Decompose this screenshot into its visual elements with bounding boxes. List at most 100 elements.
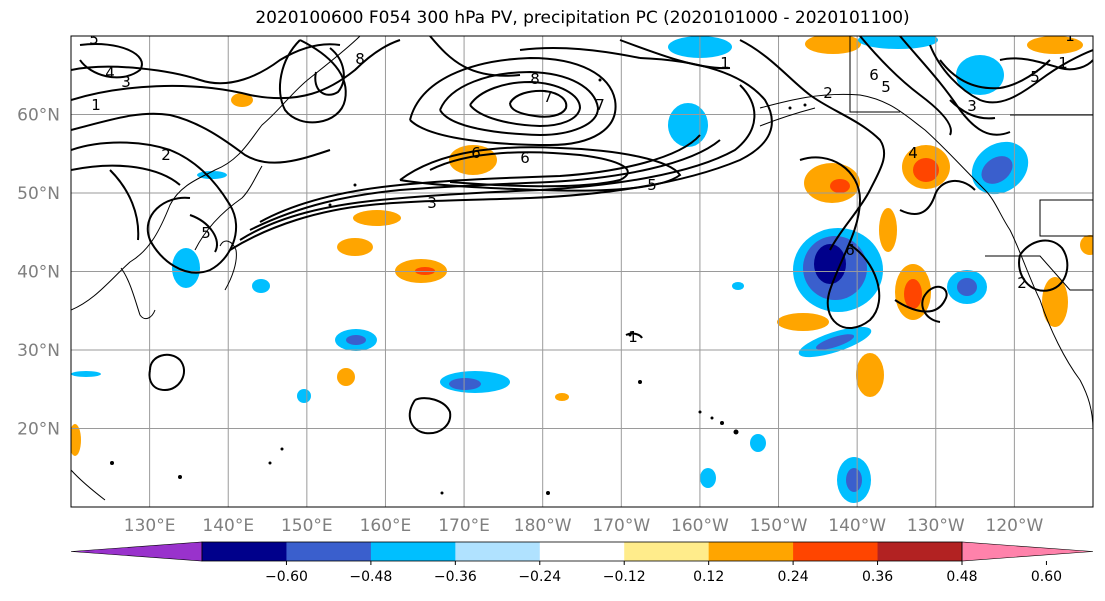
lat-tick-label: 50°N [17, 184, 60, 204]
colorbar-tick-label: 0.60 [1031, 569, 1062, 585]
lon-tick-label: 140°E [202, 516, 254, 536]
neg-anomaly-blob [700, 468, 716, 488]
colorbar-segment [708, 542, 794, 561]
neg-anomaly-blob [981, 156, 1013, 184]
islands [110, 78, 807, 495]
lon-tick-label: 180°W [514, 516, 572, 536]
pv-contours [71, 36, 1093, 435]
lon-tick-label: 130°W [907, 516, 965, 536]
precip-anomaly-shading [71, 36, 1093, 503]
colorbar-segment [370, 542, 456, 561]
lon-tick-label: 150°W [750, 516, 808, 536]
lat-tick-label: 20°N [17, 420, 60, 440]
contour-label: 5 [647, 176, 657, 194]
pos-anomaly-blob [337, 238, 373, 256]
map-title: 2020100600 F054 300 hPa PV, precipitatio… [255, 8, 910, 28]
colorbar-segment [539, 542, 625, 561]
contour-label: 6 [520, 149, 530, 167]
lon-tick-label: 150°E [281, 516, 333, 536]
colorbar-segment [202, 542, 287, 561]
contour-label: 7 [543, 88, 553, 106]
neg-anomaly-blob [71, 371, 101, 377]
lon-tick-label: 160°W [671, 516, 729, 536]
pos-anomaly-blob [830, 179, 850, 193]
contour-label: 6 [869, 66, 879, 84]
lon-tick-label: 120°W [986, 516, 1044, 536]
pos-anomaly-blob [71, 424, 81, 456]
map-gridlines [71, 36, 1093, 507]
lon-tick-label: 170°E [438, 516, 490, 536]
plot-frame [70, 35, 1094, 508]
colorbar-tick-label: −0.60 [265, 569, 308, 585]
pos-anomaly-blob [555, 393, 569, 401]
pos-anomaly-blob [231, 93, 253, 107]
contour-label: 3 [427, 194, 437, 212]
pos-anomaly-blob [879, 208, 897, 252]
colorbar-segment [286, 542, 372, 561]
colorbar-tick-label: −0.12 [603, 569, 646, 585]
pos-anomaly-blob [353, 210, 401, 226]
neg-anomaly-blob [858, 36, 938, 49]
colorbar-outline [201, 541, 963, 562]
contour-label: 5 [1030, 68, 1040, 86]
colorbar-tick-label: −0.36 [434, 569, 477, 585]
contour-label: 1 [1058, 54, 1068, 72]
colorbar-segment [624, 542, 710, 561]
pos-anomaly-blob [777, 313, 829, 331]
pos-anomaly-blob [904, 279, 922, 309]
lon-tick-label: 140°W [828, 516, 886, 536]
contour-label: 5 [201, 224, 211, 242]
latitude-labels: 60°N 50°N 40°N 30°N 20°N [17, 106, 60, 440]
colorbar-tick-label: 0.36 [862, 569, 893, 585]
neg-anomaly-blob [956, 55, 1004, 95]
contour-label: 3 [967, 97, 977, 115]
neg-anomaly-blob [346, 335, 366, 345]
neg-anomaly-blob [252, 279, 270, 293]
colorbar-segment [793, 542, 879, 561]
lat-tick-label: 40°N [17, 263, 60, 283]
contour-label: 8 [530, 70, 540, 88]
contour-label: 5 [881, 78, 891, 96]
contour-label: 5 [89, 30, 99, 48]
lat-tick-label: 30°N [17, 341, 60, 361]
neg-anomaly-blob [846, 468, 862, 492]
colorbar-segment [877, 542, 963, 561]
neg-anomaly-blob [732, 282, 744, 290]
neg-anomaly-blob [172, 248, 200, 288]
neg-anomaly-blob [668, 103, 708, 147]
colorbar: −0.60 −0.48 −0.36 −0.24 −0.12 0.12 0.24 0.36 0.4… [70, 541, 1094, 585]
contour-label: 2 [1017, 274, 1027, 292]
neg-anomaly-blob [815, 334, 855, 350]
lat-tick-label: 60°N [17, 106, 60, 126]
contour-label: 8 [355, 50, 365, 68]
pos-anomaly-blob [1027, 36, 1083, 54]
colorbar-tick-label: 0.12 [693, 569, 724, 585]
pos-anomaly-blob [805, 36, 861, 54]
colorbar-extend-low [70, 541, 203, 562]
contour-label: 2 [823, 84, 833, 102]
contour-label: 4 [105, 64, 115, 82]
contour-label: 1 [720, 54, 730, 72]
neg-anomaly-blob [750, 434, 766, 452]
colorbar-tick-label: −0.24 [518, 569, 561, 585]
pos-anomaly-blob [856, 353, 884, 397]
contour-label: 6 [471, 144, 481, 162]
contour-label: 2 [161, 146, 171, 164]
pos-anomaly-blob [1080, 235, 1093, 255]
contour-label: 6 [845, 241, 855, 259]
colorbar-tick-label: −0.48 [349, 569, 392, 585]
contour-label: 4 [908, 144, 918, 162]
neg-anomaly-blob [297, 389, 311, 403]
neg-anomaly-blob [449, 378, 481, 390]
pos-anomaly-blob [913, 158, 939, 182]
colorbar-segment [455, 542, 541, 561]
lon-tick-label: 170°W [592, 516, 650, 536]
pos-anomaly-blob [1042, 277, 1068, 327]
colorbar-tick-label: 0.24 [778, 569, 809, 585]
contour-label: 1 [1065, 27, 1075, 45]
colorbar-tick-label: 0.48 [946, 569, 977, 585]
contour-label: 1 [628, 328, 638, 346]
lon-tick-label: 130°E [124, 516, 176, 536]
